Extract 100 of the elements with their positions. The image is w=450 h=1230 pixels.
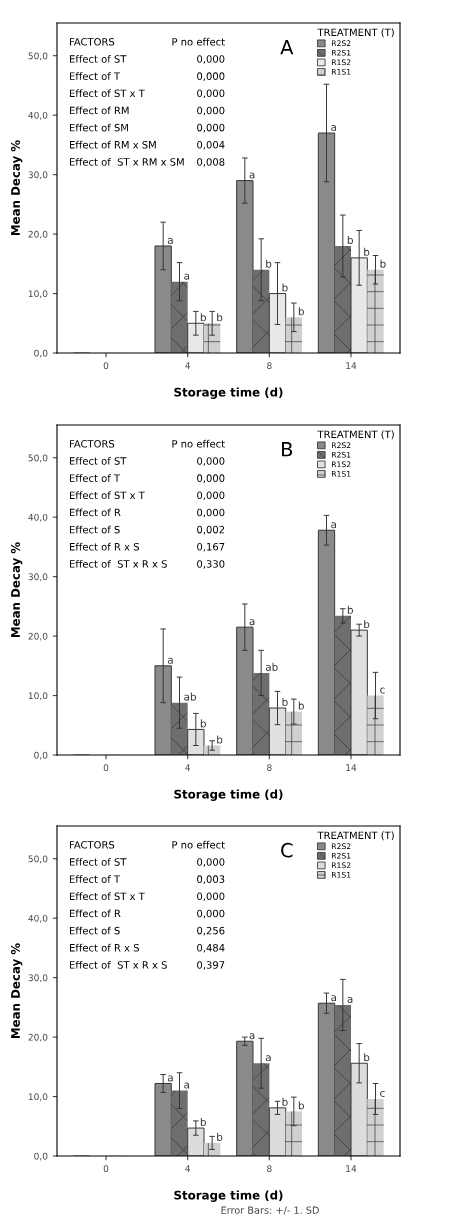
data-label: b xyxy=(347,605,353,614)
data-label: b xyxy=(200,719,206,728)
annotation: FACTORS xyxy=(69,38,115,46)
annotation: Effect of ST xyxy=(69,858,127,866)
annotation: 0,167 xyxy=(197,542,225,552)
data-label: b xyxy=(282,1097,288,1106)
annotation: Effect of ST xyxy=(69,457,127,465)
annotation: Effect of T xyxy=(69,72,121,80)
annotation: Effect of S xyxy=(69,525,120,534)
annotation: FACTORS xyxy=(69,440,115,448)
x-axis-title: Storage time (d) xyxy=(174,1190,283,1202)
data-label: b xyxy=(298,307,304,316)
data-label: a xyxy=(167,1075,173,1082)
annotation: 0,397 xyxy=(197,961,225,970)
annotation: Effect of R xyxy=(69,909,121,918)
y-tick-label: 30,0 xyxy=(28,171,48,180)
x-tick-label: 8 xyxy=(267,362,272,370)
annotation: Effect of ST x T xyxy=(69,491,145,500)
data-label: b xyxy=(200,1117,206,1127)
annotation: 0,000 xyxy=(197,858,225,867)
annotation: Effect of ST x R x S xyxy=(69,559,167,568)
y-tick-label: 10,0 xyxy=(28,290,48,299)
x-tick-label: 8 xyxy=(267,764,272,772)
annotation: 0,330 xyxy=(197,560,225,569)
annotation: 0,000 xyxy=(197,72,225,81)
y-tick-label: 40,0 xyxy=(28,914,48,923)
data-label: ab xyxy=(265,662,278,671)
y-tick-label: 50,0 xyxy=(28,454,48,463)
x-tick-label: 0 xyxy=(103,1165,109,1173)
data-label: b xyxy=(200,313,206,322)
data-label: b xyxy=(282,283,288,292)
data-label: a xyxy=(167,657,173,664)
x-tick-label: 0 xyxy=(103,764,109,772)
data-label: c xyxy=(380,687,385,694)
annotation: 0,008 xyxy=(197,158,225,167)
annotation: Effect of R x S xyxy=(69,943,139,952)
annotation: 0,484 xyxy=(197,943,225,953)
annotation: Effect of ST x T xyxy=(69,89,145,98)
y-tick-label: 20,0 xyxy=(28,1033,48,1042)
y-tick-label: 20,0 xyxy=(28,632,48,641)
annotation: FACTORS xyxy=(69,841,115,849)
data-label: b xyxy=(364,247,370,256)
data-label: b xyxy=(347,235,353,244)
y-tick-label: 0,0 xyxy=(34,1152,48,1161)
legend-title: TREATMENT (T) xyxy=(317,430,394,440)
y-axis-title: Mean Decay % xyxy=(11,542,23,638)
legend-title: TREATMENT (T) xyxy=(317,831,394,841)
data-label: a xyxy=(249,1033,255,1040)
y-tick-label: 40,0 xyxy=(28,513,48,522)
annotation: 0,000 xyxy=(197,106,225,116)
annotation: 0,000 xyxy=(197,457,225,466)
data-label: a xyxy=(331,125,337,131)
annotation: 0,000 xyxy=(197,491,225,501)
data-label: b xyxy=(282,697,288,707)
annotation: P no effect xyxy=(172,439,225,448)
data-label: b xyxy=(217,313,223,322)
annotation: Effect of ST x RM x SM xyxy=(69,157,184,166)
annotation: Effect of R x S xyxy=(69,542,139,551)
y-tick-label: 10,0 xyxy=(28,1093,48,1102)
data-label: b xyxy=(217,1132,223,1141)
annotation: 0,000 xyxy=(197,508,225,518)
data-label: a xyxy=(265,1055,271,1062)
data-label: b xyxy=(298,701,304,710)
data-label: a xyxy=(167,237,173,244)
text: A xyxy=(280,40,294,55)
x-tick-label: 4 xyxy=(185,1165,191,1172)
y-tick-label: 30,0 xyxy=(28,974,48,983)
annotation: P no effect xyxy=(172,840,225,849)
data-label: b xyxy=(364,620,370,629)
legend-title: TREATMENT (T) xyxy=(317,28,394,38)
annotation: Effect of T xyxy=(69,474,121,482)
annotation: Effect of SM xyxy=(69,123,128,132)
data-label: a xyxy=(184,273,190,280)
annotation: 0,003 xyxy=(197,875,225,884)
annotation: 0,000 xyxy=(197,474,225,483)
data-label: b xyxy=(266,259,272,268)
annotation: 0,002 xyxy=(197,525,225,535)
annotation: 0,004 xyxy=(197,140,225,150)
y-tick-label: 40,0 xyxy=(28,111,48,120)
x-tick-label: 4 xyxy=(185,362,191,369)
data-label: b xyxy=(217,735,223,744)
x-tick-label: 14 xyxy=(346,1165,357,1172)
text: C xyxy=(281,842,293,858)
data-label: a xyxy=(331,522,337,529)
x-axis-title: Storage time (d) xyxy=(174,387,283,399)
annotation: 0,256 xyxy=(197,926,225,936)
x-tick-label: 14 xyxy=(346,764,357,771)
x-axis-title: Storage time (d) xyxy=(174,789,283,801)
annotation: 0,000 xyxy=(197,892,225,902)
data-label: ab xyxy=(184,692,197,701)
annotation: Effect of ST x T xyxy=(69,892,145,901)
annotation: P no effect xyxy=(172,37,225,46)
y-tick-label: 0,0 xyxy=(34,349,48,358)
text: B xyxy=(282,442,293,457)
y-tick-label: 10,0 xyxy=(28,692,48,701)
data-label: a xyxy=(184,1082,190,1089)
y-tick-label: 50,0 xyxy=(28,52,48,61)
y-tick-label: 30,0 xyxy=(28,573,48,582)
y-tick-label: 0,0 xyxy=(34,751,48,760)
data-label: b xyxy=(380,259,386,268)
